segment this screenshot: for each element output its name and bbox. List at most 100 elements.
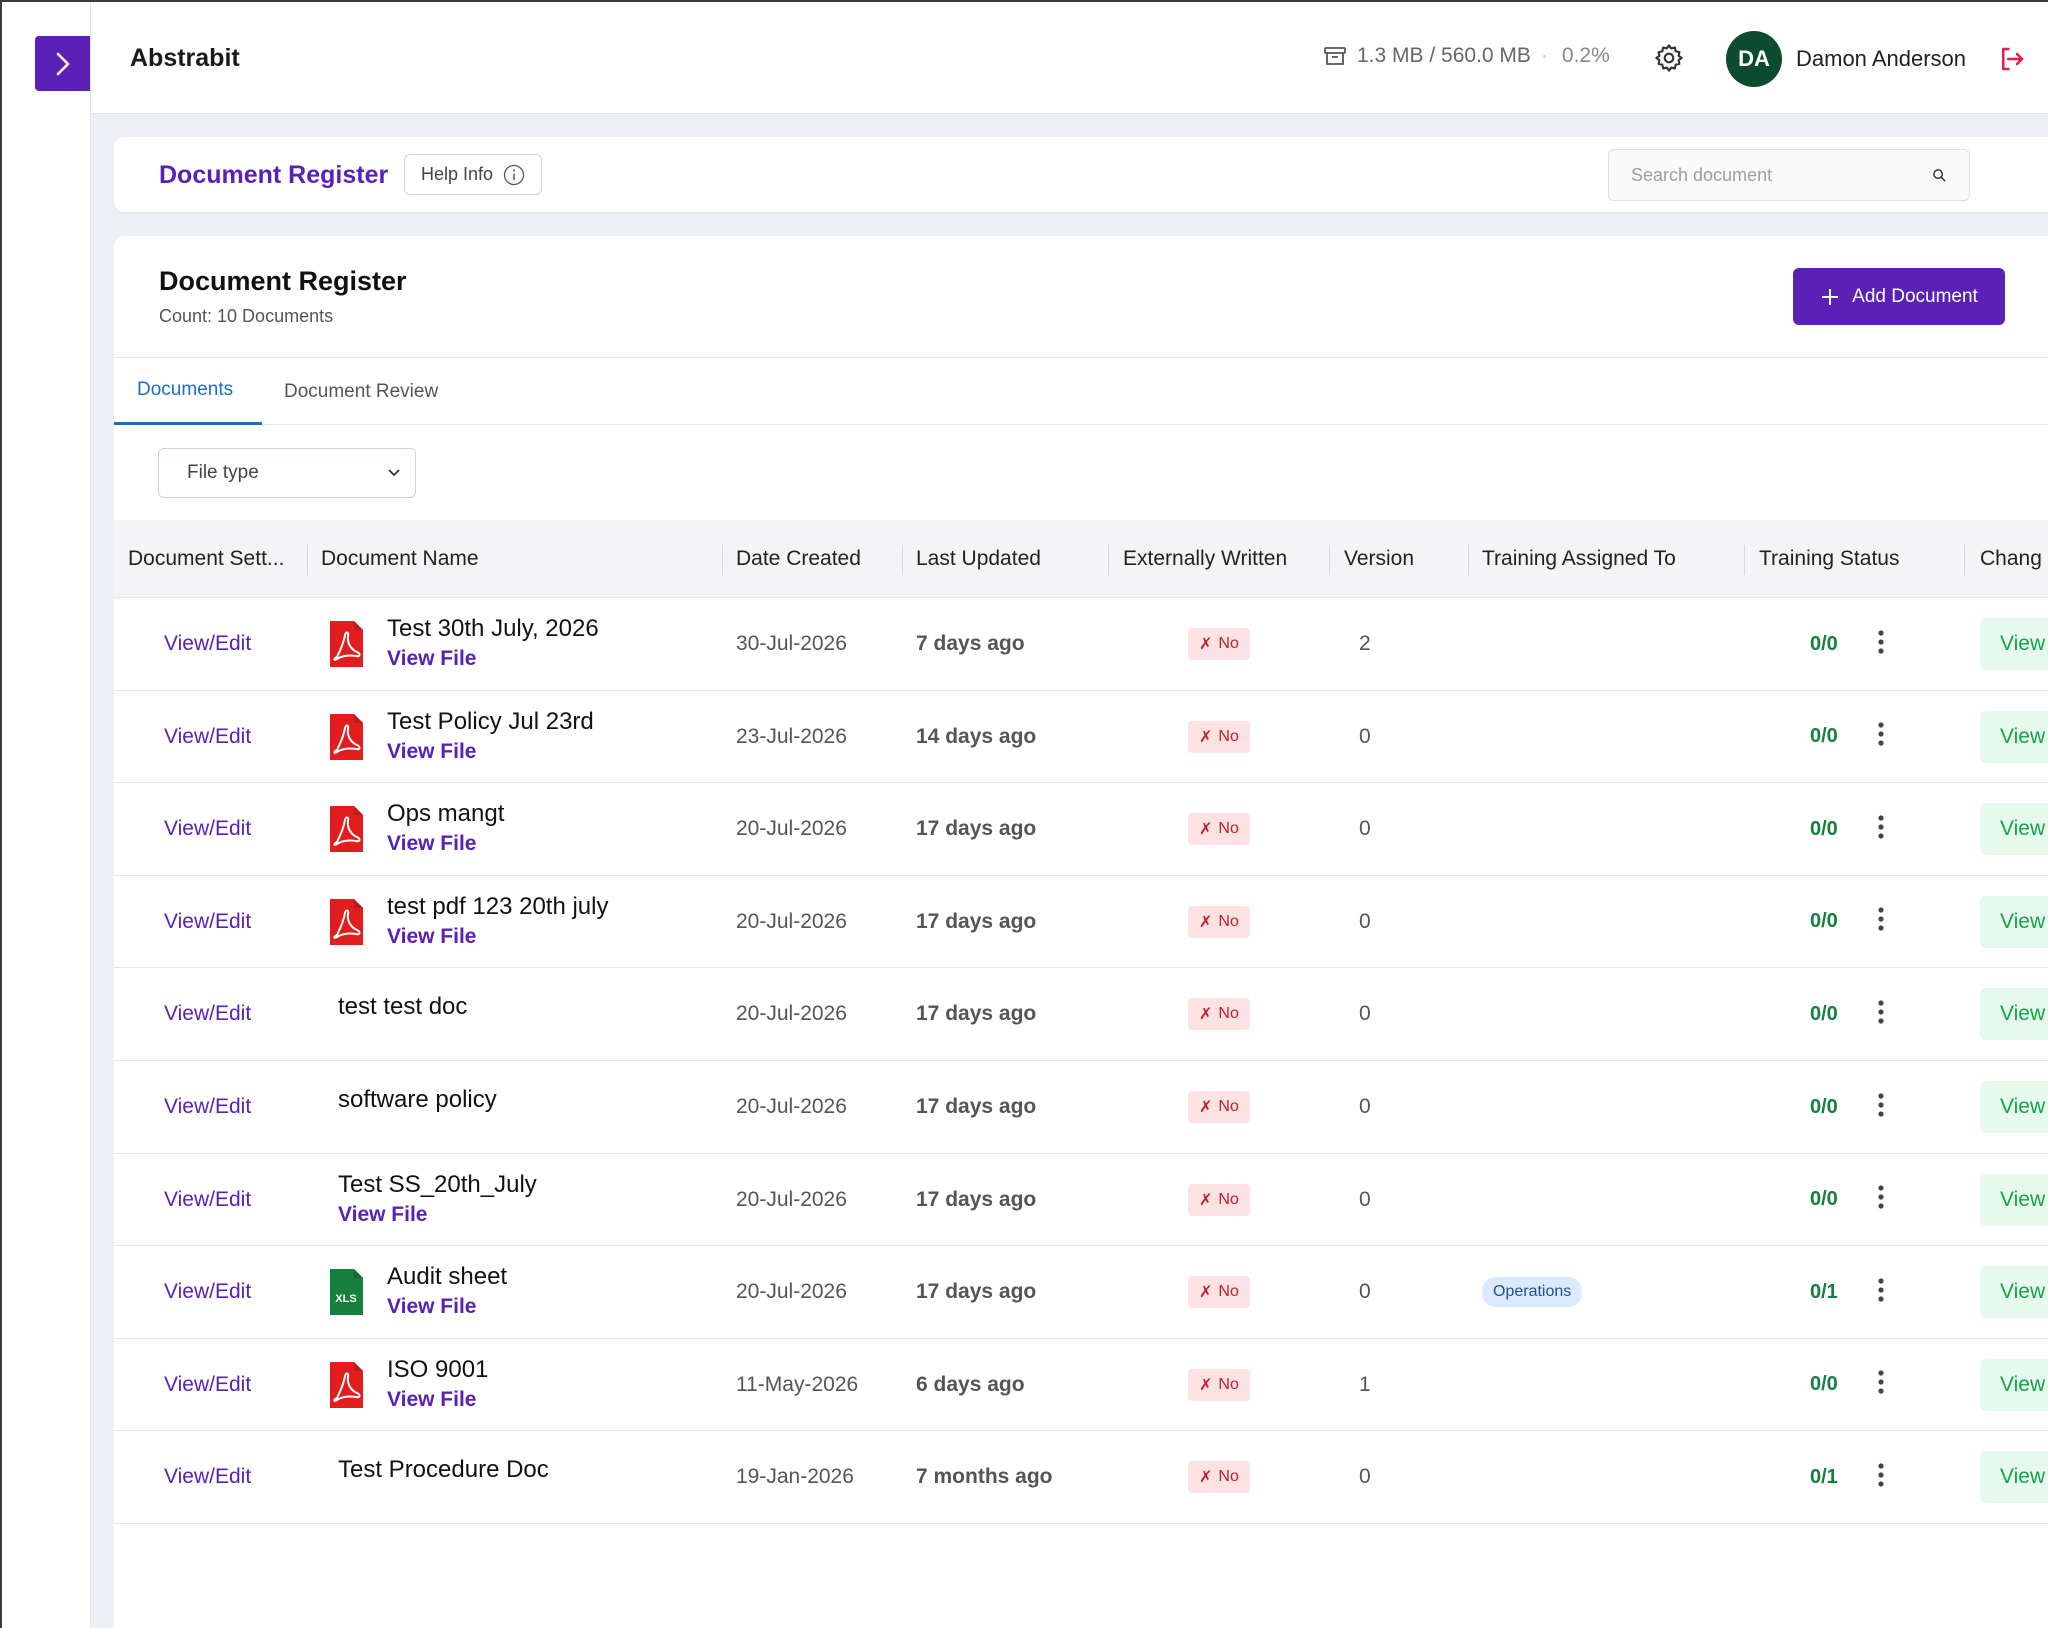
window-left-border xyxy=(0,0,2,1628)
row-menu-button[interactable] xyxy=(1877,598,1885,690)
change-view-button[interactable]: View xyxy=(1980,618,2048,670)
externally-written-cell: ✗ No xyxy=(1188,691,1250,783)
col-training-assigned-to[interactable]: Training Assigned To xyxy=(1482,547,1676,570)
document-name: Test Policy Jul 23rd xyxy=(387,707,594,735)
col-date-created[interactable]: Date Created xyxy=(736,547,861,570)
view-edit-link[interactable]: View/Edit xyxy=(164,724,252,748)
tab-documents[interactable]: Documents xyxy=(114,358,262,425)
view-file-link[interactable]: View File xyxy=(387,647,477,670)
search-input[interactable] xyxy=(1631,164,1931,186)
archive-icon xyxy=(1324,47,1346,65)
logout-icon xyxy=(2002,47,2024,71)
file-type-select[interactable]: File type xyxy=(158,448,416,498)
view-edit-link[interactable]: View/Edit xyxy=(164,1372,252,1396)
date-created: 20-Jul-2026 xyxy=(736,1187,847,1211)
col-document-settings[interactable]: Document Sett... xyxy=(128,547,285,570)
user-name[interactable]: Damon Anderson xyxy=(1796,46,1966,71)
storage-percent: 0.2% xyxy=(1561,44,1610,67)
column-divider xyxy=(1329,545,1330,575)
search-box[interactable] xyxy=(1608,149,1970,201)
externally-written-cell: ✗ No xyxy=(1188,598,1250,690)
row-menu-button[interactable] xyxy=(1877,691,1885,783)
last-updated: 17 days ago xyxy=(916,1280,1037,1304)
externally-written-cell: ✗ No xyxy=(1188,968,1250,1060)
tab-document-review[interactable]: Document Review xyxy=(284,380,439,402)
last-updated: 17 days ago xyxy=(916,1002,1037,1026)
col-version[interactable]: Version xyxy=(1344,547,1415,570)
document-list-card: Document Register Count: 10 Documents Ad… xyxy=(114,236,2048,1628)
view-edit-link[interactable]: View/Edit xyxy=(164,1002,252,1026)
training-status: 0/0 xyxy=(1810,1373,1838,1396)
change-view-button[interactable]: View xyxy=(1980,1358,2048,1411)
externally-written-cell: ✗ No xyxy=(1188,1154,1250,1246)
externally-written-badge: ✗ No xyxy=(1188,1183,1250,1216)
add-document-button[interactable]: Add Document xyxy=(1793,268,2005,325)
row-menu-button[interactable] xyxy=(1877,876,1885,968)
view-file-link[interactable]: View File xyxy=(387,1387,477,1411)
table-row: View/Edit Test Procedure Doc 19-Jan-2026 7 … xyxy=(114,1431,2048,1524)
pdf-icon[interactable] xyxy=(327,876,365,968)
version: 1 xyxy=(1359,1372,1371,1396)
date-created: 20-Jul-2026 xyxy=(736,1002,847,1026)
view-edit-link[interactable]: View/Edit xyxy=(164,1280,252,1304)
externally-written-cell: ✗ No xyxy=(1188,1061,1250,1153)
view-edit-link[interactable]: View/Edit xyxy=(164,1187,252,1211)
last-updated: 6 days ago xyxy=(916,1372,1025,1396)
date-created: 19-Jan-2026 xyxy=(736,1465,854,1489)
change-view-button[interactable]: View xyxy=(1980,1451,2048,1504)
x-mark-icon: ✗ xyxy=(1199,821,1213,839)
view-file-link[interactable]: View File xyxy=(338,1202,428,1226)
divider xyxy=(114,357,2048,358)
search-icon[interactable] xyxy=(1932,168,1947,183)
row-menu-button[interactable] xyxy=(1877,1246,1885,1338)
externally-written-badge: ✗ No xyxy=(1188,1276,1250,1309)
change-view-button[interactable]: View xyxy=(1980,1173,2048,1226)
user-avatar[interactable]: DA xyxy=(1726,31,1782,87)
change-view-button[interactable]: View xyxy=(1980,710,2048,763)
xls-icon[interactable]: XLS xyxy=(327,1246,365,1338)
row-menu-button[interactable] xyxy=(1877,783,1885,875)
change-view-button[interactable]: View xyxy=(1980,988,2048,1041)
change-view-button[interactable]: View xyxy=(1980,895,2048,948)
logout-button[interactable] xyxy=(1997,44,2027,79)
change-view-button[interactable]: View xyxy=(1980,1081,2048,1133)
row-menu-button[interactable] xyxy=(1877,968,1885,1060)
view-edit-link[interactable]: View/Edit xyxy=(164,909,252,933)
col-training-status[interactable]: Training Status xyxy=(1759,547,1900,570)
sidebar-toggle-button[interactable] xyxy=(35,36,90,91)
no-label: No xyxy=(1218,820,1239,838)
view-file-link[interactable]: View File xyxy=(387,739,477,763)
help-info-button[interactable]: Help Info xyxy=(404,154,543,195)
training-status: 0/0 xyxy=(1810,632,1838,655)
row-menu-button[interactable] xyxy=(1877,1339,1885,1431)
pdf-icon[interactable] xyxy=(327,598,365,690)
view-edit-link[interactable]: View/Edit xyxy=(164,817,252,841)
row-menu-button[interactable] xyxy=(1877,1061,1885,1153)
help-info-label: Help Info xyxy=(421,164,494,184)
view-file-link[interactable]: View File xyxy=(387,1295,477,1319)
settings-button[interactable] xyxy=(1653,42,1685,79)
pdf-icon[interactable] xyxy=(327,1339,365,1431)
view-edit-link[interactable]: View/Edit xyxy=(164,1095,252,1118)
col-document-name[interactable]: Document Name xyxy=(321,547,479,570)
view-file-link[interactable]: View File xyxy=(387,832,477,856)
externally-written-badge: ✗ No xyxy=(1188,1368,1250,1401)
view-edit-link[interactable]: View/Edit xyxy=(164,632,252,655)
view-file-link[interactable]: View File xyxy=(387,924,477,948)
change-cell: View xyxy=(1980,1431,2048,1523)
change-view-button[interactable]: View xyxy=(1980,1266,2048,1319)
column-divider xyxy=(1744,545,1745,575)
row-menu-button[interactable] xyxy=(1877,1431,1885,1523)
document-name-cell: test test doc xyxy=(338,968,467,1060)
col-change[interactable]: Chang xyxy=(1980,547,2042,570)
pdf-icon[interactable] xyxy=(327,783,365,875)
externally-written-badge: ✗ No xyxy=(1188,1461,1250,1494)
col-externally-written[interactable]: Externally Written xyxy=(1123,547,1288,570)
row-menu-button[interactable] xyxy=(1877,1154,1885,1246)
col-last-updated[interactable]: Last Updated xyxy=(916,547,1041,570)
pdf-icon[interactable] xyxy=(327,691,365,783)
externally-written-cell: ✗ No xyxy=(1188,1431,1250,1523)
view-edit-link[interactable]: View/Edit xyxy=(164,1465,252,1489)
change-cell: View xyxy=(1980,1154,2048,1246)
change-view-button[interactable]: View xyxy=(1980,803,2048,856)
